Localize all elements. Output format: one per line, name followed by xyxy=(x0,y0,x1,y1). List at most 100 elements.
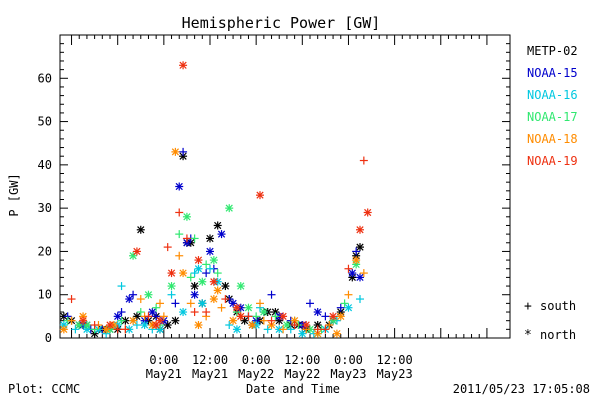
y-tick-label: 40 xyxy=(38,158,52,172)
data-point xyxy=(198,299,207,308)
series-noaa-15 xyxy=(63,147,364,334)
data-point xyxy=(298,329,307,338)
data-point xyxy=(179,152,188,161)
series-layer xyxy=(59,61,372,338)
legend-entry: NOAA-17 xyxy=(527,110,578,124)
data-point xyxy=(79,316,88,325)
data-point xyxy=(256,191,264,200)
data-point xyxy=(194,256,203,265)
data-point xyxy=(359,269,368,278)
data-point xyxy=(263,325,272,334)
data-point xyxy=(186,273,195,282)
data-point xyxy=(194,321,203,330)
x-tick-date-label: May22 xyxy=(284,367,320,381)
data-point xyxy=(129,290,138,299)
data-point xyxy=(152,303,161,312)
y-axis-label: P [GW] xyxy=(7,173,21,216)
x-tick-date-label: May21 xyxy=(146,367,182,381)
data-point xyxy=(267,316,276,325)
data-point xyxy=(213,221,222,230)
data-point xyxy=(256,299,264,308)
data-point xyxy=(190,308,199,317)
data-point xyxy=(336,303,345,312)
y-axis: 0 10 20 30 40 50 60 xyxy=(38,34,510,345)
data-point xyxy=(67,316,76,325)
legend-entry: NOAA-18 xyxy=(527,132,578,146)
data-point xyxy=(329,312,338,321)
legend-marker-south: + south xyxy=(524,299,576,314)
series-metp-02 xyxy=(59,152,364,338)
data-point xyxy=(194,264,203,273)
data-point xyxy=(290,321,299,330)
x-tick-date-label: May23 xyxy=(330,367,366,381)
x-axis: 0:00May2112:00May210:00May2212:00May220:… xyxy=(71,35,488,381)
data-point xyxy=(356,295,364,304)
plot-frame xyxy=(59,34,511,339)
x-tick-time-label: 12:00 xyxy=(284,353,320,367)
data-point xyxy=(229,316,238,325)
data-point xyxy=(59,325,68,334)
data-point xyxy=(132,321,141,330)
data-point xyxy=(190,290,199,299)
data-point xyxy=(167,290,176,299)
data-point xyxy=(336,312,345,321)
data-point xyxy=(182,234,191,243)
data-point xyxy=(344,290,353,299)
data-point xyxy=(213,286,222,295)
data-point xyxy=(179,61,188,70)
data-point xyxy=(136,225,145,234)
data-point xyxy=(206,247,214,256)
data-point xyxy=(117,282,126,291)
legend-entry: METP-02 xyxy=(527,44,578,58)
data-point xyxy=(352,247,361,256)
data-point xyxy=(175,230,184,239)
data-point xyxy=(279,325,288,334)
data-point xyxy=(144,312,153,321)
data-point xyxy=(156,299,164,308)
data-point xyxy=(190,282,199,291)
data-point xyxy=(121,325,130,334)
data-point xyxy=(209,277,218,286)
data-point xyxy=(313,325,322,334)
y-tick-label: 50 xyxy=(38,115,52,129)
data-point xyxy=(279,312,288,321)
data-point xyxy=(179,147,188,156)
data-point xyxy=(352,256,361,265)
legend-entry: NOAA-16 xyxy=(527,88,578,102)
data-point xyxy=(348,269,357,278)
data-point xyxy=(171,316,180,325)
data-point xyxy=(132,247,141,256)
data-point xyxy=(236,312,245,321)
chart-title: Hemispheric Power [GW] xyxy=(182,14,381,32)
data-point xyxy=(286,325,295,334)
data-point xyxy=(202,269,211,278)
data-point xyxy=(359,156,368,165)
data-point xyxy=(236,282,245,291)
data-point xyxy=(363,208,372,217)
x-tick-time-label: 0:00 xyxy=(334,353,363,367)
data-point xyxy=(67,295,76,304)
data-point xyxy=(225,204,234,213)
data-point xyxy=(90,321,99,330)
data-point xyxy=(259,316,268,325)
data-point xyxy=(313,308,322,317)
data-point xyxy=(148,308,157,317)
footer-timestamp: 2011/05/23 17:05:08 xyxy=(453,382,590,396)
footer-credit: Plot: CCMC xyxy=(8,382,80,396)
data-point xyxy=(344,264,353,273)
data-point xyxy=(113,312,122,321)
data-point xyxy=(244,312,253,321)
data-point xyxy=(117,308,126,317)
data-point xyxy=(302,321,311,330)
data-point xyxy=(182,238,191,247)
legend-entry: NOAA-19 xyxy=(527,154,578,168)
data-point xyxy=(213,269,222,278)
data-point xyxy=(209,295,218,304)
data-point xyxy=(244,303,253,312)
data-point xyxy=(171,299,180,308)
data-point xyxy=(159,312,168,321)
data-point xyxy=(356,243,364,252)
x-tick-time-label: 0:00 xyxy=(149,353,178,367)
data-point xyxy=(175,182,184,191)
